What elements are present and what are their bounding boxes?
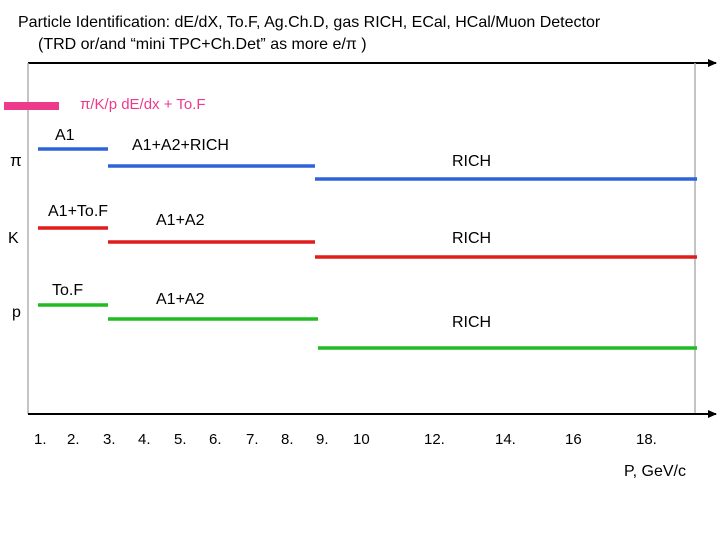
pi-rich-label: RICH [452,153,491,170]
pi-a1-label: A1 [55,127,75,144]
k-a1tof-label: A1+To.F [48,203,108,220]
tick-label: 4. [138,431,151,448]
legend-swatch [4,102,59,110]
tick-label: 9. [316,431,329,448]
title-line-2: (TRD or/and “mini TPC+Ch.Det” as more e/… [38,36,367,53]
axis-separators [27,63,696,414]
tick-label: 8. [281,431,294,448]
tick-label: 1. [34,431,47,448]
tick-label: 3. [103,431,116,448]
particle-label-k: K [8,230,19,247]
particle-label-p: p [12,304,21,321]
momentum-axis-label: P, GeV/c [624,463,686,480]
tick-label: 5. [174,431,187,448]
tick-label: 12. [424,431,445,448]
p-a1a2-label: A1+A2 [156,291,205,308]
momentum-axis-ticks: 1. 2. 3. 4. 5. 6. 7. 8. 9. 10 12. 14. 16… [34,431,657,448]
p-rich-label: RICH [452,314,491,331]
tick-label: 7. [246,431,259,448]
tick-label: 14. [495,431,516,448]
tick-label: 10 [353,431,370,448]
diagram-title: Particle Identification: dE/dX, To.F, Ag… [18,12,600,56]
k-a1a2-label: A1+A2 [156,212,205,229]
tick-label: 18. [636,431,657,448]
tick-label: 6. [209,431,222,448]
p-tof-label: To.F [52,282,83,299]
particle-label-pi: π [10,151,22,170]
title-line-1: Particle Identification: dE/dX, To.F, Ag… [18,14,601,31]
legend-label: π/K/p dE/dx + To.F [80,96,206,113]
pi-a1a2rich-label: A1+A2+RICH [132,137,229,154]
tick-label: 16 [565,431,582,448]
k-rich-label: RICH [452,230,491,247]
tick-label: 2. [67,431,80,448]
